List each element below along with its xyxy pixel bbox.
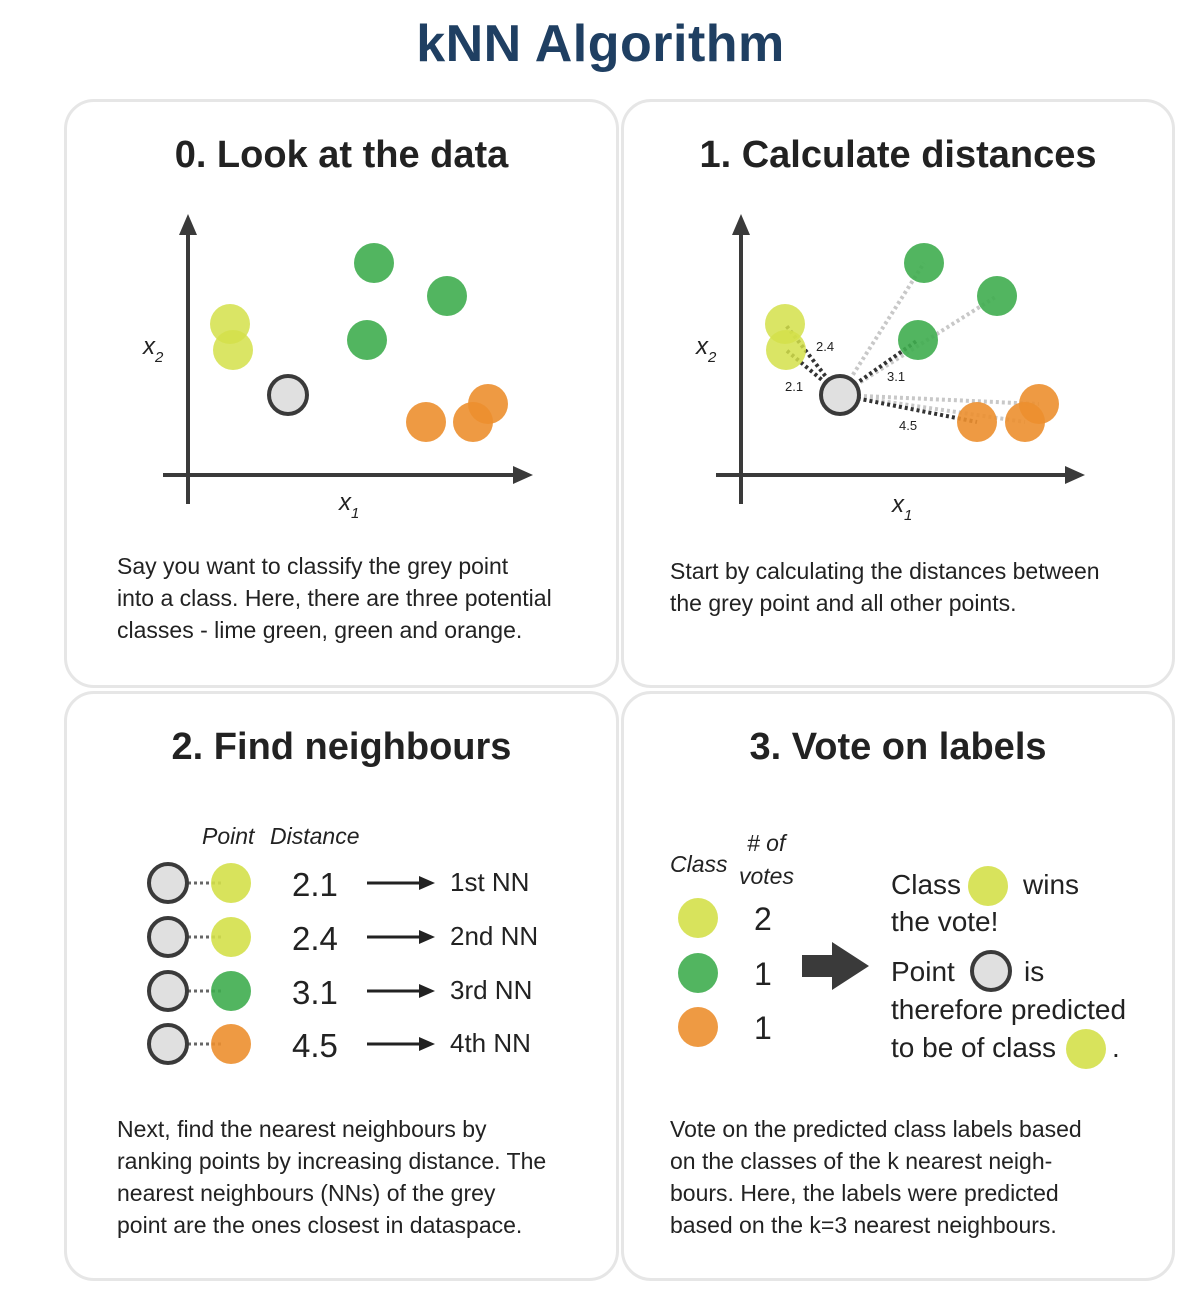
rank-label: 4th NN (450, 1028, 531, 1058)
vote-table: Class # of votes 2 1 1 Class wins the vo… (670, 830, 1126, 1069)
orange-point (453, 402, 493, 442)
green-point (977, 276, 1017, 316)
result-period: . (1112, 1032, 1120, 1063)
main-title: kNN Algorithm (416, 15, 785, 73)
distance-value: 3.1 (292, 974, 338, 1011)
lime-point (766, 330, 806, 370)
result-line4: therefore predicted (891, 994, 1126, 1025)
result-wins-word: wins (1022, 869, 1079, 900)
green-point (678, 953, 718, 993)
column-header-class: Class (670, 851, 728, 877)
distance-value: 4.5 (292, 1027, 338, 1064)
panel-find-neighbours: 2. Find neighbours Point Distance 2.1 1s… (64, 691, 619, 1281)
y-axis-label: x2 (695, 333, 717, 366)
distance-value: 2.1 (292, 866, 338, 903)
column-header-votes-line2: votes (739, 863, 794, 889)
green-point (347, 320, 387, 360)
panel-look-at-data: 0. Look at the data x2 x1 Say you want t… (64, 99, 619, 688)
green-point (427, 276, 467, 316)
panel-description: Vote on the predicted class labels based… (670, 1116, 1082, 1238)
green-point (211, 971, 251, 1011)
column-header-distance: Distance (270, 823, 359, 849)
orange-point (957, 402, 997, 442)
orange-point (406, 402, 446, 442)
arrow-right-icon (419, 1037, 435, 1051)
lime-point (678, 898, 718, 938)
y-axis-arrow-icon (179, 214, 197, 235)
neighbour-row: 3.1 3rd NN (147, 970, 532, 1012)
y-axis-label: x2 (142, 333, 164, 366)
lime-point (211, 917, 251, 957)
panel-calculate-distances: 1. Calculate distances x2 x1 2.4 (621, 99, 1175, 688)
x-axis-label: x1 (338, 489, 359, 522)
distance-lines-near (783, 322, 978, 424)
grey-query-point (147, 970, 189, 1012)
column-header-votes-line1: # of (747, 830, 788, 856)
panel-title: 2. Find neighbours (171, 726, 512, 768)
arrow-right-icon (419, 984, 435, 998)
result-line5: to be of class (891, 1032, 1056, 1063)
distance-label: 2.1 (785, 379, 803, 394)
green-point (904, 243, 944, 283)
panel-title: 0. Look at the data (174, 134, 509, 176)
vote-count: 1 (754, 1010, 772, 1046)
scatter-plot-data: x2 x1 (142, 214, 533, 522)
panel-title: 1. Calculate distances (699, 134, 1097, 176)
arrow-right-icon (419, 930, 435, 944)
panel-vote-on-labels: 3. Vote on labels Class # of votes 2 1 1… (621, 691, 1175, 1281)
panel-title: 3. Vote on labels (749, 726, 1047, 768)
neighbour-row: 4.5 4th NN (147, 1023, 531, 1065)
result-line2: the vote! (891, 906, 998, 937)
lime-point (211, 863, 251, 903)
panel-description: Say you want to classify the grey point … (117, 553, 552, 643)
vote-count: 2 (754, 901, 772, 937)
grey-query-point (819, 374, 861, 416)
x-axis-label: x1 (891, 491, 912, 524)
scatter-plot-distances: x2 x1 2.4 2.1 3.1 4.5 (695, 214, 1085, 524)
x-axis-arrow-icon (1065, 466, 1085, 484)
lime-point (213, 330, 253, 370)
orange-point (678, 1007, 718, 1047)
panel-description: Next, find the nearest neighbours by ran… (117, 1116, 547, 1238)
y-axis-arrow-icon (732, 214, 750, 235)
grey-query-point (970, 950, 1012, 992)
rank-label: 3rd NN (450, 975, 532, 1005)
rank-label: 2nd NN (450, 921, 538, 951)
vote-count: 1 (754, 956, 772, 992)
panel-description: Start by calculating the distances betwe… (670, 558, 1100, 616)
distance-label: 4.5 (899, 418, 917, 433)
neighbour-ranking: Point Distance 2.1 1st NN 2.4 2nd NN (147, 823, 538, 1065)
distance-label: 2.4 (816, 339, 834, 354)
arrow-right-icon (419, 876, 435, 890)
big-arrow-right-icon (802, 942, 869, 990)
x-axis-arrow-icon (513, 466, 533, 484)
grey-query-point (147, 916, 189, 958)
lime-point (968, 866, 1008, 906)
rank-label: 1st NN (450, 867, 529, 897)
green-point (898, 320, 938, 360)
neighbour-row: 2.4 2nd NN (147, 916, 538, 958)
orange-point (1005, 402, 1045, 442)
orange-point (211, 1024, 251, 1064)
result-class-word: Class (891, 869, 961, 900)
grey-query-point (147, 862, 189, 904)
result-is-word: is (1024, 956, 1044, 987)
neighbour-row: 2.1 1st NN (147, 862, 529, 904)
distance-value: 2.4 (292, 920, 338, 957)
lime-point (1066, 1029, 1106, 1069)
column-header-point: Point (202, 823, 256, 849)
distance-label: 3.1 (887, 369, 905, 384)
result-point-word: Point (891, 956, 955, 987)
grey-query-point (267, 374, 309, 416)
green-point (354, 243, 394, 283)
grey-query-point (147, 1023, 189, 1065)
